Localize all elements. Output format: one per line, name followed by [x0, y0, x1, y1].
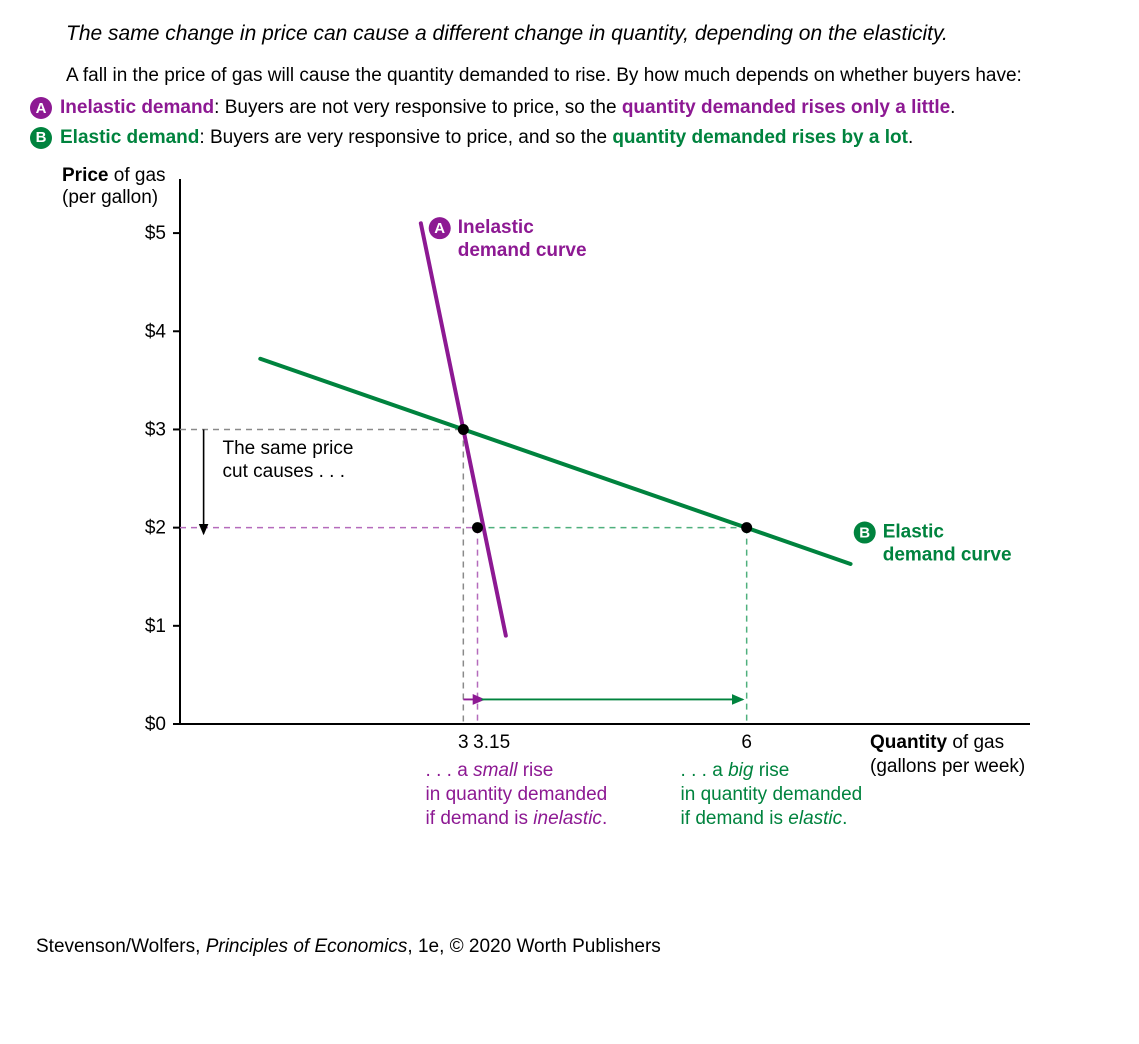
credit-rest: , 1e, © 2020 Worth Publishers [407, 936, 660, 957]
svg-text:$5: $5 [145, 223, 166, 244]
intro-text: A fall in the price of gas will cause th… [66, 64, 1109, 89]
svg-text:B: B [859, 525, 870, 542]
svg-text:Price of gas: Price of gas [62, 165, 166, 186]
bullet-b-emph: quantity demanded rises by a lot [612, 127, 908, 148]
svg-text:Elastic: Elastic [883, 522, 945, 543]
bullet-a-body: : Buyers are not very responsive to pric… [214, 97, 622, 118]
svg-text:3.15: 3.15 [473, 732, 510, 753]
credit-book: Principles of Economics [206, 936, 408, 957]
svg-text:in quantity demanded: in quantity demanded [426, 784, 608, 805]
svg-text:$4: $4 [145, 322, 167, 343]
svg-text:in quantity demanded: in quantity demanded [681, 784, 863, 805]
bullet-b: B Elastic demand: Buyers are very respon… [30, 125, 1109, 151]
svg-text:demand curve: demand curve [883, 545, 1012, 566]
bullet-b-tail: . [908, 127, 913, 148]
badge-a: A [30, 97, 52, 119]
bullet-a-emph: quantity demanded rises only a little [622, 97, 950, 118]
svg-text:(gallons per week): (gallons per week) [870, 756, 1025, 777]
badge-b: B [30, 127, 52, 149]
svg-text:if demand is inelastic.: if demand is inelastic. [426, 808, 608, 829]
svg-text:A: A [434, 220, 445, 237]
bullet-b-body: : Buyers are very responsive to price, a… [199, 127, 612, 148]
credit-line: Stevenson/Wolfers, Principles of Economi… [36, 936, 1109, 958]
svg-text:Inelastic: Inelastic [458, 217, 534, 238]
svg-text:The same price: The same price [223, 438, 354, 459]
svg-text:6: 6 [741, 732, 752, 753]
svg-text:cut causes . . .: cut causes . . . [223, 461, 346, 482]
bullet-a: A Inelastic demand: Buyers are not very … [30, 95, 1109, 121]
svg-text:demand curve: demand curve [458, 240, 587, 261]
bullet-a-tail: . [950, 97, 955, 118]
svg-text:$1: $1 [145, 616, 166, 637]
elasticity-chart: $0 $1 $2 $3 $4 $5 Price of gas(per gallon) 33.1… [30, 164, 1120, 924]
bullet-b-lead: Elastic demand [60, 127, 199, 148]
credit-authors: Stevenson/Wolfers, [36, 936, 206, 957]
svg-text:$3: $3 [145, 420, 166, 441]
svg-text:. . . a small rise: . . . a small rise [426, 760, 554, 781]
svg-text:$2: $2 [145, 518, 166, 539]
svg-text:3: 3 [458, 732, 469, 753]
svg-text:if demand is elastic.: if demand is elastic. [681, 808, 848, 829]
svg-text:(per gallon): (per gallon) [62, 187, 158, 208]
figure-title: The same change in price can cause a dif… [66, 20, 1109, 48]
chart: $0 $1 $2 $3 $4 $5 Price of gas(per gallon) 33.1… [30, 164, 1109, 930]
svg-text:Quantity of gas: Quantity of gas [870, 732, 1004, 753]
svg-text:. . . a big rise: . . . a big rise [681, 760, 790, 781]
bullet-a-lead: Inelastic demand [60, 97, 214, 118]
svg-text:$0: $0 [145, 714, 166, 735]
